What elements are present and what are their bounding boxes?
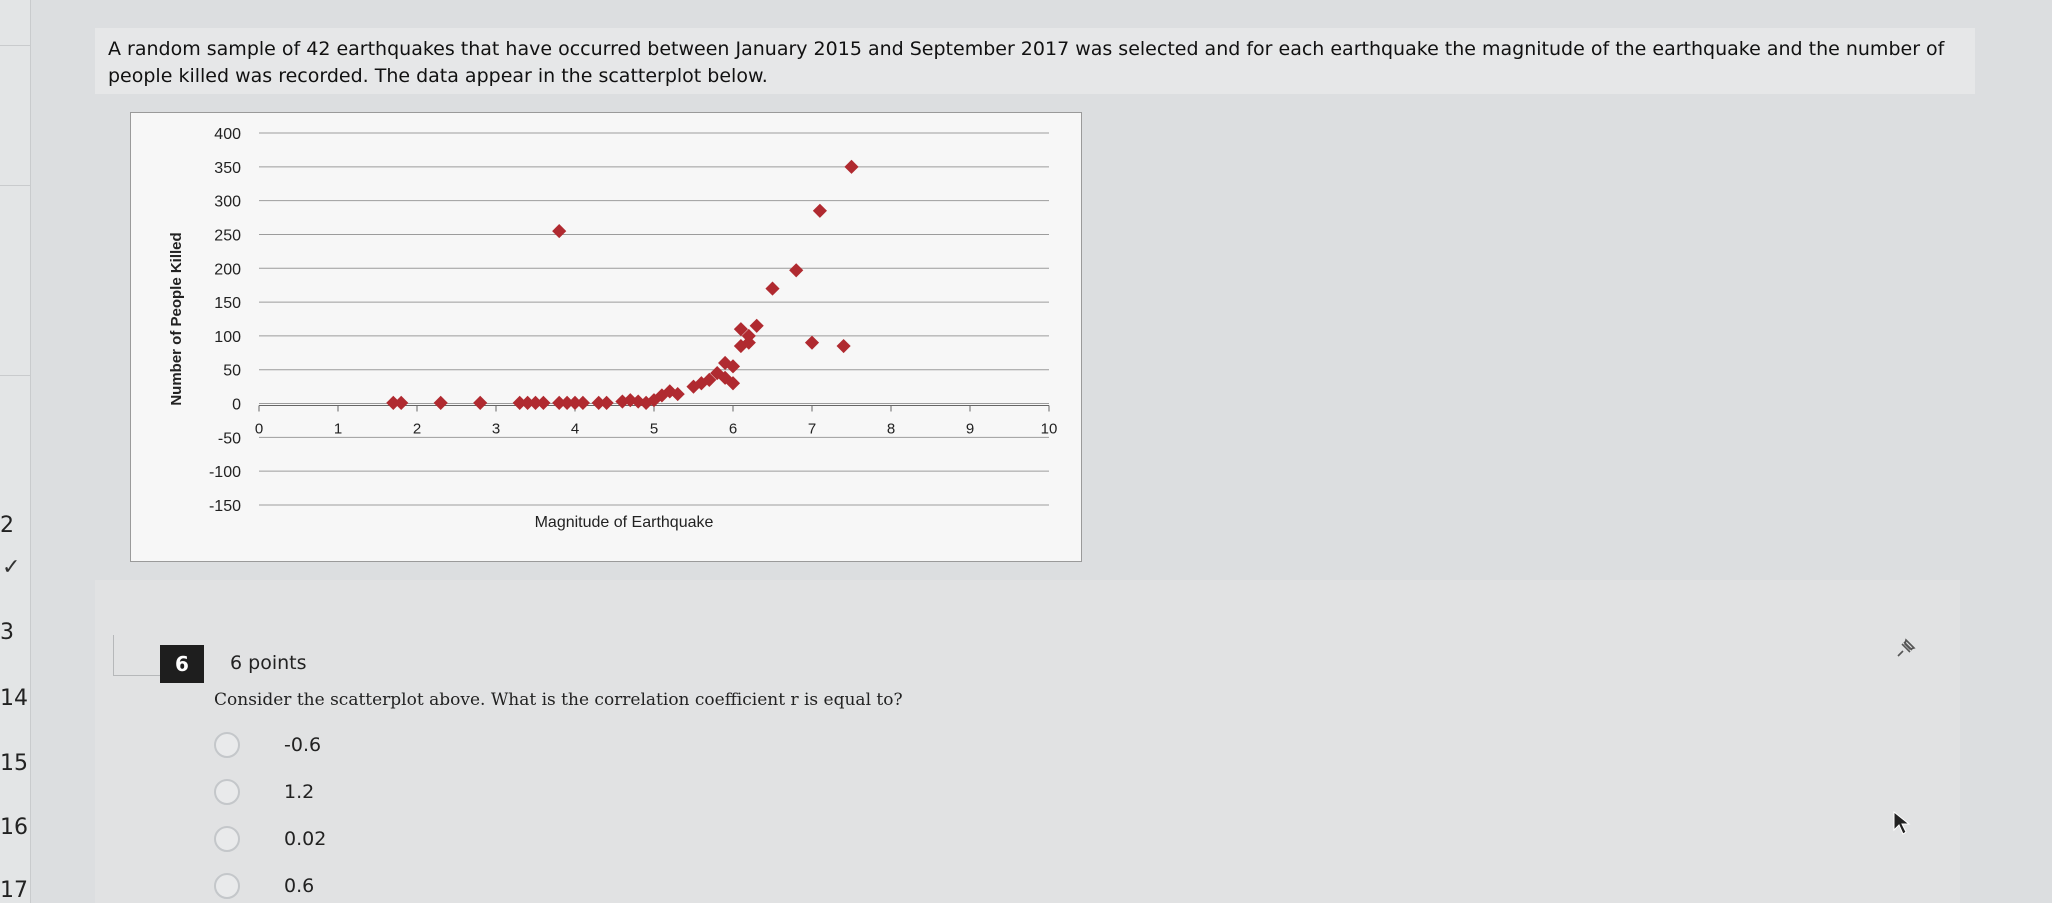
option-0-02[interactable]: 0.02 bbox=[214, 822, 326, 856]
y-tick-label: -50 bbox=[218, 430, 241, 447]
data-point bbox=[394, 395, 409, 410]
scatterplot-chart: 400 350 300 250 200 150 100 50 0 -50 -100 -150 0 1 2 3 4… bbox=[168, 126, 1058, 531]
x-tick-label: 0 bbox=[255, 421, 263, 438]
nav-question-17[interactable]: 17 bbox=[0, 878, 28, 903]
x-tick-label: 2 bbox=[413, 421, 421, 438]
question-area bbox=[95, 580, 1960, 903]
option-label: 1.2 bbox=[284, 781, 315, 803]
data-point bbox=[386, 395, 401, 410]
data-point bbox=[789, 263, 804, 278]
x-tick-label: 1 bbox=[334, 421, 342, 438]
option-1-2[interactable]: 1.2 bbox=[214, 775, 314, 809]
x-axis-label: Magnitude of Earthquake bbox=[535, 514, 714, 531]
x-tick-label: 5 bbox=[650, 421, 658, 438]
checkmark-icon: ✓ bbox=[2, 555, 21, 580]
question-badge-connector bbox=[113, 635, 174, 676]
question-nav-sidebar: 2 ✓ 3 14 15 16 17 bbox=[0, 0, 31, 903]
data-point bbox=[812, 203, 827, 218]
y-tick-label: 300 bbox=[214, 194, 241, 211]
data-point bbox=[599, 395, 614, 410]
option-label: 0.02 bbox=[284, 828, 327, 850]
x-tick-label: 8 bbox=[887, 421, 895, 438]
x-tick-label: 6 bbox=[729, 421, 737, 438]
option-neg-0-6[interactable]: -0.6 bbox=[214, 728, 321, 762]
intro-text: A random sample of 42 earthquakes that h… bbox=[108, 38, 1945, 87]
scatterplot-frame: 400 350 300 250 200 150 100 50 0 -50 -100 -150 0 1 2 3 4… bbox=[130, 112, 1082, 562]
data-point bbox=[528, 395, 543, 410]
y-tick-label: -150 bbox=[209, 498, 241, 515]
radio-button[interactable] bbox=[214, 873, 240, 899]
data-point bbox=[844, 159, 859, 174]
data-point bbox=[725, 359, 741, 374]
y-tick-label: 0 bbox=[232, 397, 241, 414]
x-tick-label: 7 bbox=[808, 421, 816, 438]
y-axis-label: Number of People Killed bbox=[168, 232, 185, 405]
data-point bbox=[591, 395, 606, 410]
y-tick-label: 400 bbox=[214, 126, 241, 143]
question-number-badge: 6 bbox=[160, 645, 204, 683]
nav-divider bbox=[0, 375, 30, 376]
y-tick-label: 100 bbox=[214, 329, 241, 346]
option-label: -0.6 bbox=[284, 734, 322, 756]
data-point bbox=[733, 322, 748, 337]
nav-question-14[interactable]: 14 bbox=[0, 686, 28, 711]
nav-question-15[interactable]: 15 bbox=[0, 751, 28, 776]
option-0-6[interactable]: 0.6 bbox=[214, 869, 314, 903]
option-label: 0.6 bbox=[284, 875, 315, 897]
x-tick-label: 4 bbox=[571, 421, 579, 438]
y-tick-label: 50 bbox=[223, 363, 241, 380]
data-point bbox=[575, 395, 590, 410]
nav-question-2[interactable]: 2 bbox=[0, 513, 14, 538]
nav-divider bbox=[0, 185, 30, 186]
nav-question-16[interactable]: 16 bbox=[0, 815, 28, 840]
data-point bbox=[765, 281, 780, 296]
pin-icon[interactable] bbox=[1890, 634, 1920, 664]
data-point bbox=[749, 318, 764, 333]
y-tick-label: 200 bbox=[214, 261, 241, 278]
data-point bbox=[552, 224, 567, 239]
data-point bbox=[520, 395, 535, 410]
data-point bbox=[702, 372, 717, 387]
x-tick-label: 3 bbox=[492, 421, 500, 438]
data-point bbox=[733, 338, 748, 354]
mouse-cursor-icon bbox=[1893, 810, 1911, 835]
radio-button[interactable] bbox=[214, 826, 240, 852]
intro-card bbox=[95, 28, 1975, 94]
y-tick-label: -100 bbox=[209, 464, 241, 481]
data-point bbox=[536, 395, 551, 410]
nav-divider bbox=[0, 45, 30, 46]
question-points: 6 points bbox=[230, 652, 307, 674]
y-tick-label: 350 bbox=[214, 160, 241, 177]
radio-button[interactable] bbox=[214, 732, 240, 758]
data-point bbox=[741, 328, 756, 343]
data-point bbox=[710, 366, 725, 381]
data-point bbox=[670, 387, 685, 402]
data-point bbox=[804, 335, 820, 350]
data-point bbox=[552, 395, 567, 410]
data-point bbox=[433, 395, 448, 410]
radio-button[interactable] bbox=[214, 779, 240, 805]
y-tick-label: 250 bbox=[214, 227, 241, 244]
nav-question-3[interactable]: 3 bbox=[0, 620, 14, 645]
data-point bbox=[473, 395, 488, 410]
data-point bbox=[560, 395, 575, 410]
data-point bbox=[512, 395, 527, 410]
question-prompt: Consider the scatterplot above. What is … bbox=[214, 690, 903, 710]
x-tick-label: 10 bbox=[1041, 421, 1058, 438]
data-point bbox=[725, 376, 741, 391]
y-tick-label: 150 bbox=[214, 295, 241, 312]
data-point bbox=[836, 338, 851, 354]
x-tick-label: 9 bbox=[966, 421, 974, 438]
data-point bbox=[567, 395, 583, 410]
